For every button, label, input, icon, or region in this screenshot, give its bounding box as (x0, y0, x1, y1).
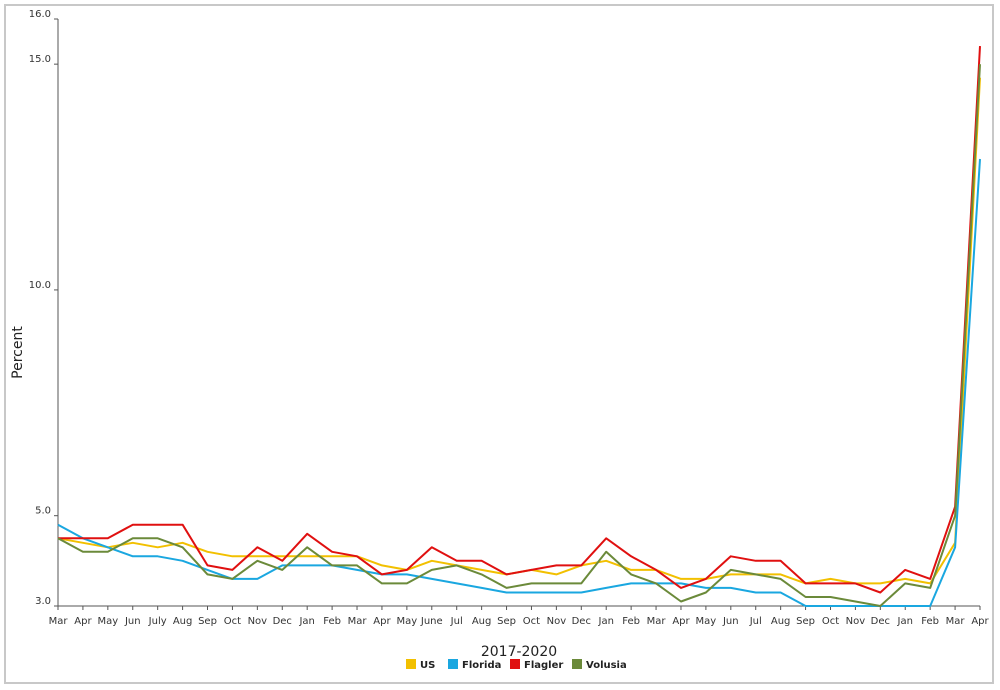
x-tick-label: Apr (672, 616, 690, 627)
x-tick-label: Nov (547, 616, 567, 627)
y-tick-label: 15.0 (29, 54, 51, 65)
x-tick-label: Oct (822, 616, 839, 627)
legend-swatch-florida (448, 659, 458, 669)
legend-label-volusia: Volusia (586, 660, 627, 671)
x-tick-label: Aug (771, 616, 791, 627)
x-tick-label: Dec (572, 616, 591, 627)
legend-swatch-flagler (510, 659, 520, 669)
x-tick-label: Oct (523, 616, 540, 627)
y-tick-label: 5.0 (35, 506, 51, 517)
series-line-florida (57, 158, 981, 607)
x-tick-label: Sep (497, 616, 516, 627)
x-tick-label: Nov (846, 616, 866, 627)
legend-swatch-volusia (572, 659, 582, 669)
x-tick-label: Dec (871, 616, 890, 627)
x-tick-label: Sep (796, 616, 815, 627)
x-tick-label: Oct (224, 616, 241, 627)
legend-swatch-us (406, 659, 416, 669)
y-tick-label: 10.0 (29, 280, 51, 291)
x-tick-label: Jan (598, 616, 614, 627)
chart-axes (57, 19, 980, 607)
x-tick-label: Feb (622, 616, 640, 627)
x-tick-label: Jul (450, 616, 463, 627)
x-tick-label: Feb (323, 616, 341, 627)
x-tick-label: Jan (897, 616, 913, 627)
x-tick-label: May (696, 616, 717, 627)
x-tick-label: Apr (373, 616, 391, 627)
y-tick-label: 16.0 (29, 9, 51, 20)
legend-label-flagler: Flagler (524, 660, 563, 671)
x-axis-title: 2017-2020 (481, 644, 557, 660)
x-tick-label: Mar (348, 616, 368, 627)
x-tick-label: Jun (722, 616, 739, 627)
x-tick-label: Apr (74, 616, 92, 627)
x-tick-label: Apr (971, 616, 989, 627)
x-tick-label: Mar (49, 616, 69, 627)
y-axis-title: Percent (10, 326, 26, 379)
legend-label-us: US (420, 660, 435, 671)
x-tick-label: Sep (198, 616, 217, 627)
series-line-volusia (57, 64, 981, 607)
series-line-flagler (58, 46, 981, 594)
y-axis-ticks: 3.0 5.0 10.0 15.0 16.0 (29, 9, 58, 607)
x-tick-label: June (420, 616, 443, 627)
x-tick-label: Aug (472, 616, 492, 627)
x-tick-label: Jul (749, 616, 762, 627)
x-tick-label: Mar (946, 616, 966, 627)
legend-label-florida: Florida (462, 660, 501, 671)
series-line-us (57, 77, 981, 585)
x-tick-label: Mar (647, 616, 667, 627)
x-axis-ticks: Mar Apr May Jun July Aug Sep Oct Nov Dec Jan Feb Mar… (49, 606, 990, 627)
x-tick-label: May (397, 616, 418, 627)
x-tick-label: Nov (248, 616, 268, 627)
x-tick-label: Feb (921, 616, 939, 627)
x-tick-label: Jun (124, 616, 141, 627)
x-tick-label: July (148, 616, 167, 627)
chart-legend: US Florida Flagler Volusia (406, 659, 627, 671)
y-tick-label: 3.0 (35, 596, 51, 607)
series-lines (57, 46, 981, 607)
x-tick-label: Dec (273, 616, 292, 627)
x-tick-label: May (97, 616, 118, 627)
x-tick-label: Aug (173, 616, 193, 627)
x-tick-label: Jan (298, 616, 314, 627)
